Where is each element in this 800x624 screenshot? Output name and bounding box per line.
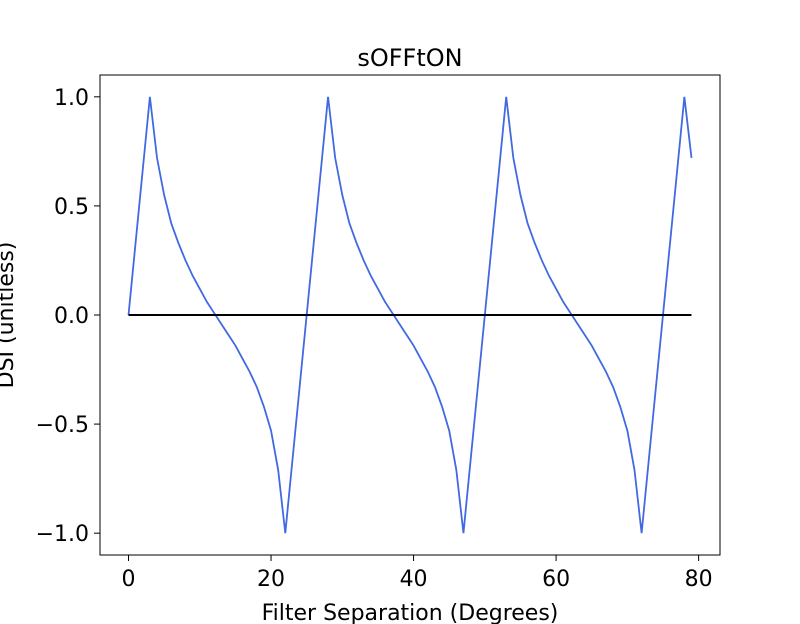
x-axis-label: Filter Separation (Degrees) xyxy=(262,601,559,624)
series-line-dsi xyxy=(127,96,693,534)
x-tick-label: 40 xyxy=(400,567,428,592)
x-tick-label: 20 xyxy=(257,567,285,592)
y-tick-label: 0.0 xyxy=(54,304,89,329)
y-tick-label: 1.0 xyxy=(54,86,89,111)
y-tick-label: 0.5 xyxy=(54,195,89,220)
chart-title: sOFFtON xyxy=(357,44,462,72)
x-tick-label: 0 xyxy=(122,567,136,592)
y-tick-label: −1.0 xyxy=(36,522,89,547)
y-axis-label: DSI (unitless) xyxy=(0,242,19,389)
y-tick-label: −0.5 xyxy=(36,413,89,438)
x-tick-label: 60 xyxy=(542,567,570,592)
plot-series xyxy=(127,96,693,534)
y-axis: −1.0 −0.5 0.0 0.5 1.0 xyxy=(36,86,100,547)
x-axis: 0 20 40 60 80 xyxy=(122,555,713,592)
x-tick-label: 80 xyxy=(685,567,713,592)
